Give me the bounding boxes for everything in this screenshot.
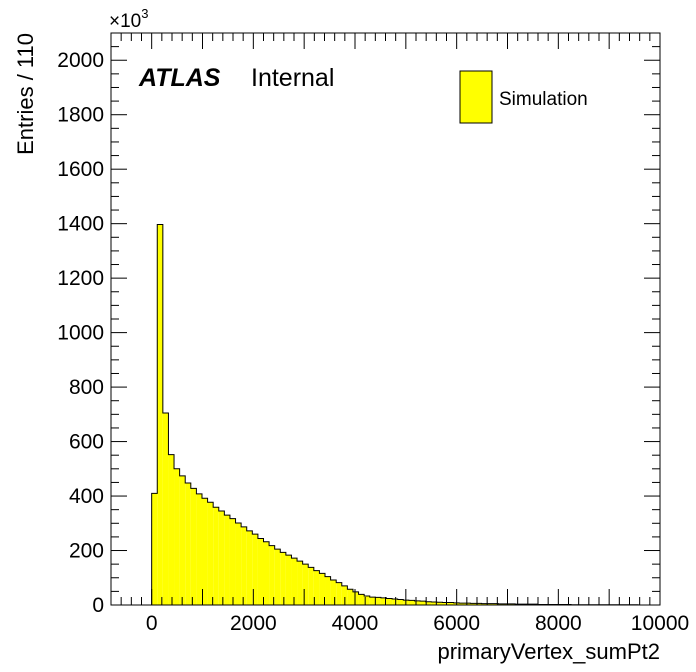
y-tick-label: 1600 — [57, 158, 104, 181]
histogram-bin — [347, 589, 353, 605]
histogram-bin — [297, 561, 303, 605]
y-tick-label: 1000 — [57, 322, 104, 345]
histogram-bin — [503, 603, 510, 605]
histogram-bin — [431, 602, 437, 605]
internal-label: Internal — [251, 64, 334, 92]
histogram-bin — [174, 468, 180, 605]
histogram-bin — [241, 526, 247, 605]
histogram-bin — [487, 603, 493, 605]
histogram-bin — [397, 599, 404, 605]
histogram-bin — [313, 570, 320, 605]
histogram-bin — [325, 576, 331, 605]
y-tick-label: 0 — [92, 594, 104, 617]
histogram-bin — [336, 582, 342, 605]
histogram-bin — [481, 603, 488, 605]
x-tick-label: 10000 — [631, 612, 689, 635]
histogram-bin — [470, 603, 476, 605]
histogram-bin — [319, 573, 326, 605]
histogram-bin — [352, 591, 359, 605]
histogram-bin — [475, 603, 482, 605]
histogram-bin — [414, 600, 421, 605]
histogram-bin — [369, 597, 376, 605]
histogram-bin — [280, 552, 286, 605]
y-tick-label: 1200 — [57, 267, 104, 290]
histogram-outline — [151, 223, 639, 606]
atlas-label: ATLAS — [138, 64, 221, 92]
y-tick-label: 200 — [69, 540, 104, 563]
histogram-bin — [442, 602, 449, 605]
histogram-bin — [269, 545, 275, 605]
histogram-bin — [364, 596, 370, 605]
histogram-bin — [498, 603, 504, 605]
histogram-bin — [218, 511, 225, 605]
histogram-bin — [285, 555, 292, 605]
y-tick-label: 1800 — [57, 104, 104, 127]
y-axis-multiplier-base: ×10 — [109, 11, 141, 32]
histogram-bin — [509, 603, 516, 605]
x-tick-label: 2000 — [230, 612, 277, 635]
histogram-bin — [229, 518, 236, 605]
histogram-bin — [274, 549, 281, 605]
histogram-bin — [436, 602, 443, 605]
y-tick-label: 1400 — [57, 213, 104, 236]
histogram-bin — [459, 603, 465, 605]
histogram-bin — [246, 530, 253, 605]
histogram-bin — [420, 601, 426, 605]
y-tick-label: 400 — [69, 485, 104, 508]
histogram-bin — [213, 507, 219, 605]
histogram-bin — [392, 599, 398, 605]
histogram-bin — [308, 567, 314, 605]
histogram-bin — [162, 412, 169, 605]
histogram-bin — [448, 602, 454, 605]
histogram-bin — [341, 585, 348, 605]
y-axis-multiplier-exponent: 3 — [141, 6, 148, 21]
y-tick-label: 800 — [69, 376, 104, 399]
legend-swatch — [459, 70, 493, 124]
y-axis-title: Entries / 110 — [13, 33, 38, 155]
y-tick-label: 2000 — [57, 49, 104, 72]
histogram-bin — [168, 454, 175, 605]
histogram-bin — [235, 523, 242, 605]
x-tick-label: 4000 — [332, 612, 379, 635]
histogram-bin — [375, 597, 381, 605]
histogram-bin — [380, 597, 387, 605]
x-tick-label: 0 — [146, 612, 158, 635]
histogram-bin — [425, 601, 432, 605]
y-tick-label: 600 — [69, 431, 104, 454]
histogram-bin — [157, 224, 163, 605]
legend-label: Simulation — [499, 89, 588, 110]
histogram-bin — [330, 579, 337, 605]
histogram-bin — [224, 515, 230, 605]
histogram-bin — [386, 598, 393, 605]
histogram-bin — [302, 564, 309, 605]
x-tick-label: 6000 — [433, 612, 480, 635]
histogram-bin — [151, 493, 158, 605]
histogram-bars — [151, 224, 639, 605]
histogram-bin — [179, 475, 186, 605]
y-axis-ticks: 0 200 400 600 800 1000 1200 1400 1600 1800 2000 — [57, 32, 660, 617]
histogram-bin — [252, 534, 258, 605]
y-axis-multiplier: ×103 — [109, 6, 148, 32]
histogram-bin — [190, 488, 197, 605]
histogram-bin — [408, 600, 415, 605]
histogram-bin — [201, 498, 208, 605]
x-axis-title: primaryVertex_sumPt2 — [437, 639, 660, 664]
histogram-bin — [185, 482, 191, 605]
x-tick-label: 8000 — [535, 612, 582, 635]
histogram-bin — [464, 603, 471, 605]
x-axis-ticks: 0 2000 4000 6000 8000 10000 — [110, 33, 689, 635]
histogram-bin — [291, 558, 298, 605]
histogram-bin — [358, 594, 365, 605]
histogram-bin — [207, 502, 214, 605]
histogram-bin — [263, 541, 270, 605]
histogram-bin — [257, 538, 264, 605]
histogram-bin — [196, 493, 202, 605]
histogram-bin — [492, 603, 499, 605]
